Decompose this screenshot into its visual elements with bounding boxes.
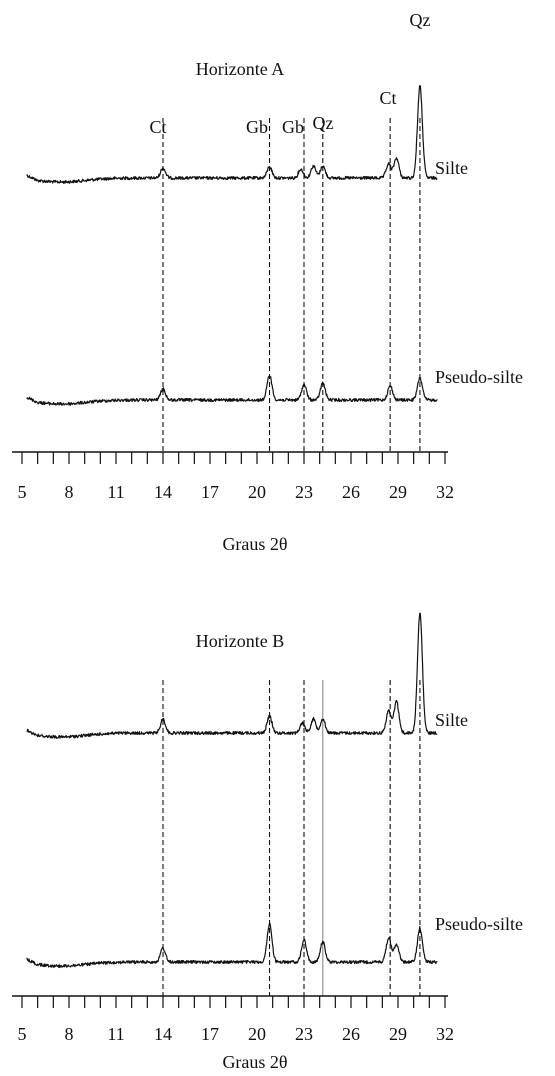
x-tick-label-0-2: 11 [107,482,124,502]
x-tick-label-1-5: 20 [248,1024,266,1044]
x-tick-label-1-3: 14 [154,1024,172,1044]
series-line-1-0 [26,612,438,739]
x-tick-label-0-6: 23 [295,482,313,502]
series-line-0-0 [26,84,438,184]
x-tick-label-1-8: 29 [389,1024,407,1044]
reference-label-0-5: Qz [410,10,431,30]
x-tick-label-0-7: 26 [342,482,360,502]
x-tick-label-0-4: 17 [201,482,219,502]
x-tick-label-0-0: 5 [18,482,27,502]
series-label-1-0: Silte [435,710,468,730]
x-tick-label-1-0: 5 [18,1024,27,1044]
series-label-0-1: Pseudo-silte [435,367,523,387]
reference-label-0-4: Ct [379,88,396,108]
chart-title-1: Horizonte B [196,631,284,651]
series-label-1-1: Pseudo-silte [435,914,523,934]
x-tick-label-0-3: 14 [154,482,172,502]
x-axis-label-1: Graus 2θ [222,1052,287,1072]
x-tick-label-0-5: 20 [248,482,266,502]
x-tick-label-1-1: 8 [65,1024,74,1044]
x-tick-label-1-6: 23 [295,1024,313,1044]
x-axis-label-0: Graus 2θ [222,534,287,554]
x-tick-label-0-1: 8 [65,482,74,502]
reference-label-0-3: Qz [313,113,334,133]
x-tick-label-0-8: 29 [389,482,407,502]
reference-label-0-1: Gb [246,117,268,137]
series-label-0-0: Silte [435,158,468,178]
series-line-0-1 [26,375,438,406]
x-tick-label-0-9: 32 [436,482,454,502]
reference-label-0-0: Ct [149,117,166,137]
x-tick-label-1-9: 32 [436,1024,454,1044]
chart-title-0: Horizonte A [196,59,284,79]
series-line-1-1 [26,922,438,969]
x-tick-label-1-2: 11 [107,1024,124,1044]
x-tick-label-1-7: 26 [342,1024,360,1044]
x-tick-label-1-4: 17 [201,1024,219,1044]
reference-label-0-2: Gb [282,117,304,137]
